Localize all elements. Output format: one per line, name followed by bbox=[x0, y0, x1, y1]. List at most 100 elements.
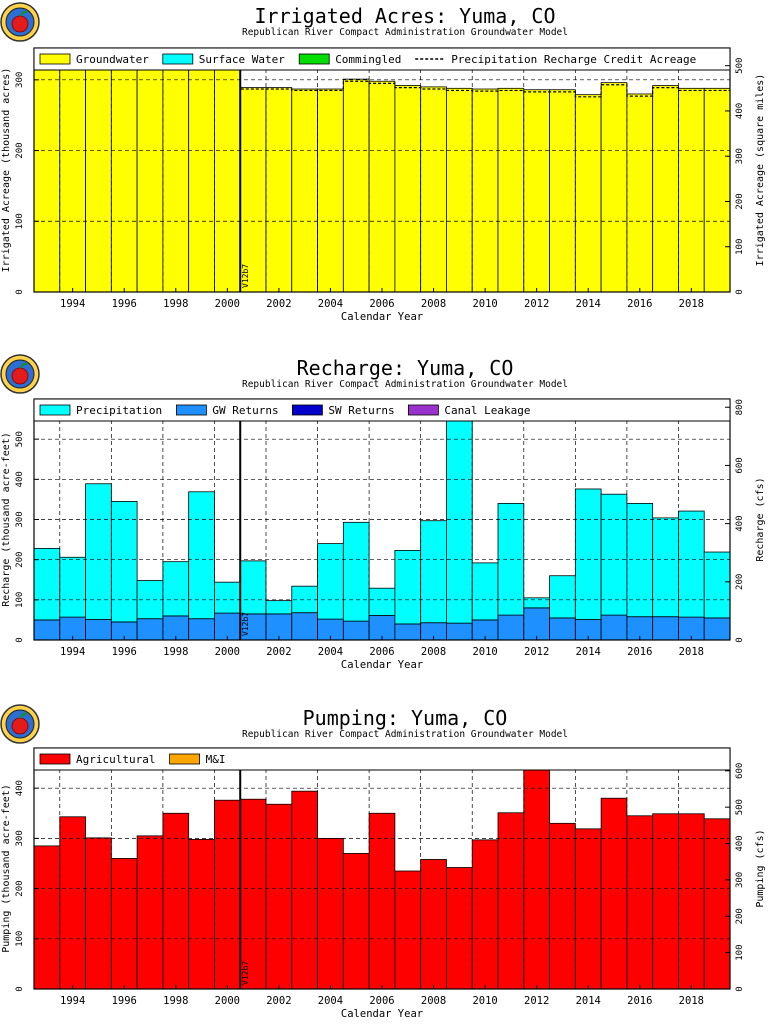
bar-gw-returns-1995 bbox=[85, 619, 112, 641]
x-axis: 1994 1996 1998 2000 2002 2004 2006 2008 2010 2012… bbox=[60, 636, 704, 658]
bar-precipitation-2016 bbox=[626, 503, 654, 618]
bar-agricultural-2011 bbox=[497, 812, 525, 990]
bar-gw-returns-2009 bbox=[446, 622, 473, 641]
bar-groundwater-1999 bbox=[188, 49, 215, 293]
y2-tick-label: 400 bbox=[735, 515, 745, 531]
x-tick-label: 2010 bbox=[472, 298, 497, 310]
legend-label-precipitation-recharge-credit-acreage: Precipitation Recharge Credit Acreage bbox=[451, 53, 696, 66]
x-tick-label: 2018 bbox=[679, 298, 704, 310]
x-tick-label: 1998 bbox=[163, 646, 188, 658]
y-axis-left: 0 100 200 300 400 bbox=[15, 780, 39, 992]
bar-groundwater-1993 bbox=[33, 49, 61, 293]
bar-agricultural-2014 bbox=[574, 828, 602, 990]
bar-precipitation-2014 bbox=[574, 488, 602, 620]
legend-swatch-sw-returns bbox=[291, 404, 323, 416]
x-tick-label: 2008 bbox=[421, 646, 446, 658]
x-tick-label: 2014 bbox=[576, 646, 601, 658]
y-tick-label: 100 bbox=[15, 931, 25, 947]
y-tick-label: 100 bbox=[15, 213, 25, 229]
bar-agricultural-1999 bbox=[188, 838, 215, 990]
chart-title: Pumping: Yuma, CO bbox=[303, 706, 508, 730]
y-tick-label: 200 bbox=[15, 142, 25, 158]
x-tick-label: 2012 bbox=[524, 995, 549, 1007]
bar-agricultural-1996 bbox=[110, 858, 138, 990]
legend-label-commingled: Commingled bbox=[335, 53, 401, 66]
y2-tick-label: 400 bbox=[735, 835, 745, 851]
bar-groundwater-2001 bbox=[239, 87, 267, 293]
x-tick-label: 2004 bbox=[318, 995, 343, 1007]
x-tick-label: 2012 bbox=[524, 646, 549, 658]
bar-groundwater-2008 bbox=[420, 86, 447, 293]
bar-precipitation-2018 bbox=[678, 510, 705, 618]
y-axis-right: 0 100 200 300 400 500 600 bbox=[725, 763, 745, 992]
bar-agricultural-1995 bbox=[85, 837, 112, 990]
bar-groundwater-2000 bbox=[214, 49, 241, 293]
y-axis-title: Recharge (thousand acre-feet) bbox=[1, 432, 12, 607]
y-tick-label: 200 bbox=[15, 552, 25, 568]
bar-groundwater-2009 bbox=[446, 87, 473, 293]
bar-precipitation-2012 bbox=[523, 597, 550, 609]
legend-label-canal-leakage: Canal Leakage bbox=[444, 404, 530, 417]
legend: Agricultural M&I bbox=[33, 747, 731, 771]
y2-tick-label: 0 bbox=[735, 289, 745, 294]
bar-agricultural-2015 bbox=[600, 797, 628, 990]
x-tick-label: 2016 bbox=[627, 298, 652, 310]
bar-groundwater-2003 bbox=[291, 88, 318, 293]
apple-logo-icon bbox=[0, 2, 40, 42]
bar-groundwater-2005 bbox=[342, 78, 370, 293]
x-axis: 1994 1996 1998 2000 2002 2004 2006 2008 2010 2012… bbox=[60, 288, 704, 310]
legend-swatch-precipitation bbox=[39, 404, 71, 416]
bar-gw-returns-2003 bbox=[291, 612, 318, 641]
bar-gw-returns-2012 bbox=[523, 607, 550, 641]
x-tick-label: 2014 bbox=[576, 298, 601, 310]
bar-groundwater-1996 bbox=[110, 49, 138, 293]
legend-swatch-agricultural bbox=[39, 753, 71, 765]
y2-tick-label: 600 bbox=[735, 457, 745, 473]
y-tick-label: 500 bbox=[15, 431, 25, 447]
x-tick-label: 2002 bbox=[266, 646, 291, 658]
bar-agricultural-2018 bbox=[678, 813, 705, 990]
bar-groundwater-1998 bbox=[162, 49, 190, 293]
bar-precipitation-1999 bbox=[188, 491, 215, 620]
model-version-label: V12b7 bbox=[241, 961, 250, 985]
y2-tick-label: 200 bbox=[735, 193, 745, 209]
bar-agricultural-2009 bbox=[446, 867, 473, 990]
x-tick-label: 2016 bbox=[627, 995, 652, 1007]
y2-tick-label: 300 bbox=[735, 872, 745, 888]
y-axis-title: Irrigated Acreage (thousand acres) bbox=[1, 68, 12, 273]
bar-precipitation-1995 bbox=[85, 483, 112, 620]
apple-logo-icon bbox=[0, 704, 40, 744]
legend-swatch-commingled bbox=[298, 53, 330, 65]
grid-lines bbox=[34, 48, 730, 292]
y-tick-label: 400 bbox=[15, 471, 25, 487]
bar-agricultural-1997 bbox=[136, 835, 164, 990]
bar-gw-returns-2017 bbox=[652, 616, 679, 641]
bar-agricultural-2013 bbox=[549, 822, 576, 990]
y-axis-right: 0 200 400 600 800 bbox=[725, 399, 745, 643]
x-tick-label: 1994 bbox=[60, 646, 85, 658]
legend: Precipitation GW Returns SW Returns Canal L… bbox=[33, 398, 731, 422]
y2-axis-title: Pumping (cfs) bbox=[755, 829, 766, 907]
x-axis-title: Calendar Year bbox=[341, 1008, 423, 1020]
bar-precipitation-1994 bbox=[59, 556, 86, 618]
chart-subtitle: Republican River Compact Administration … bbox=[242, 27, 568, 38]
legend-swatch-gw-returns bbox=[175, 404, 207, 416]
y-tick-label: 300 bbox=[15, 830, 25, 846]
y2-axis-title: Recharge (cfs) bbox=[755, 477, 766, 561]
bar-agricultural-2019 bbox=[703, 818, 731, 990]
x-tick-label: 1998 bbox=[163, 995, 188, 1007]
x-tick-label: 2002 bbox=[266, 298, 291, 310]
bar-agricultural-2003 bbox=[291, 790, 318, 990]
model-version-label: V12b7 bbox=[241, 264, 250, 288]
bar-agricultural-2001 bbox=[239, 798, 267, 990]
chart-subtitle: Republican River Compact Administration … bbox=[242, 379, 568, 390]
bar-agricultural-2002 bbox=[265, 803, 293, 990]
y2-tick-label: 0 bbox=[735, 986, 745, 991]
bar-gw-returns-2019 bbox=[703, 617, 731, 641]
x-tick-label: 2010 bbox=[472, 995, 497, 1007]
bar-groundwater-2002 bbox=[265, 87, 293, 293]
y-tick-label: 400 bbox=[15, 780, 25, 796]
